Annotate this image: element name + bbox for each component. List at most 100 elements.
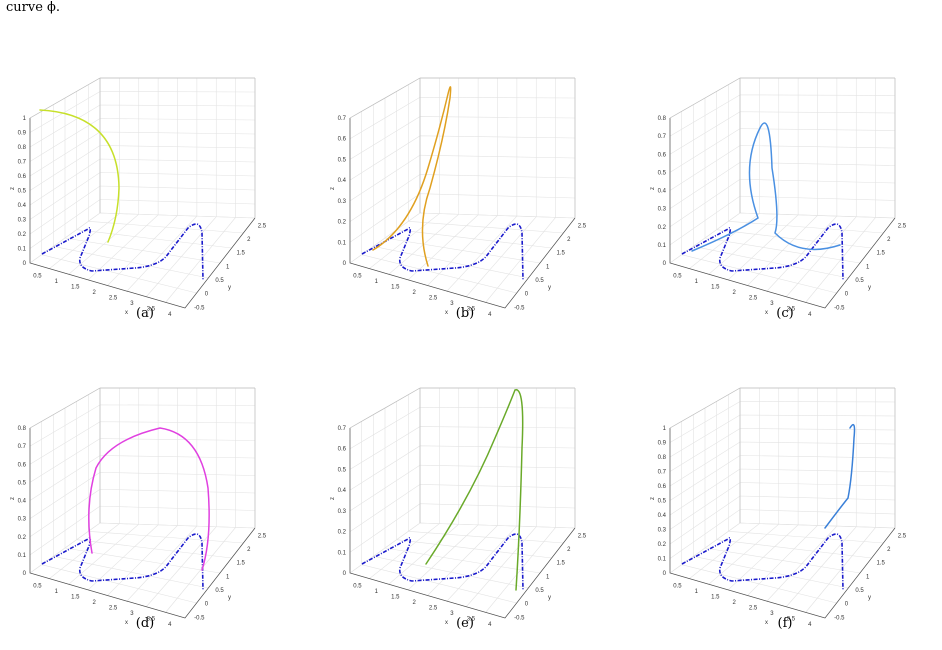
y-tick-label: 2 <box>247 237 251 243</box>
x-tick-label: 3 <box>770 301 774 307</box>
x-tick-label: 0.5 <box>33 274 42 280</box>
z-tick-label: 0 <box>343 571 347 577</box>
x-tick-label: 1.5 <box>71 285 80 291</box>
y-axis-label: y <box>868 285 871 291</box>
plot-svg: 00.10.20.30.40.50.60.70.80.91z0.511.522.… <box>10 77 267 318</box>
z-tick-label: 0.2 <box>338 530 347 536</box>
y-tick-label: 0.5 <box>855 278 864 284</box>
z-tick-label: 0.7 <box>18 160 27 166</box>
x-tick-label: 1 <box>55 279 59 285</box>
subfigure-label: (e) <box>456 616 474 631</box>
y-axis-label: y <box>548 285 551 291</box>
z-tick-label: 0.6 <box>18 174 27 180</box>
y-tick-label: 1 <box>546 574 550 580</box>
base-curve <box>361 223 524 281</box>
subfigure-b: 0 0.1 0.2 0.3 0.4 0.5 0.6 0.7 z 0.5 1 1.5 2 2.5 3 3.5 4 x… <box>320 18 630 340</box>
x-axis-label: x <box>445 310 448 316</box>
z-axis-label: z <box>650 187 656 190</box>
z-tick-label: 0.2 <box>338 220 347 226</box>
z-tick-label: 1 <box>663 426 667 432</box>
x-tick-label: 1 <box>695 279 699 285</box>
z-tick-label: 0.1 <box>658 243 667 249</box>
y-tick-label: 1.5 <box>877 251 886 257</box>
axes-box <box>669 387 896 619</box>
z-tick-label: 0.4 <box>658 513 667 519</box>
z-tick-label: 0.9 <box>18 131 27 137</box>
x-tick-label: 4 <box>488 622 492 628</box>
z-tick-label: 0.2 <box>658 542 667 548</box>
subfigure-c: 0 0.1 0.2 0.3 0.4 0.5 0.6 0.7 0.8 z 0.5 1 1.5 2 2.5 3 3.… <box>640 18 942 340</box>
y-tick-label: 0 <box>845 292 849 298</box>
y-tick-label: 0.5 <box>215 588 224 594</box>
axes-box <box>29 77 256 309</box>
axes-box <box>349 77 576 309</box>
x-tick-label: 1 <box>375 589 379 595</box>
y-tick-label: 0.5 <box>535 588 544 594</box>
z-tick-label: 0.1 <box>18 247 27 253</box>
y-axis-label: y <box>868 595 871 601</box>
y-tick-label: 0.5 <box>855 588 864 594</box>
x-axis-label: x <box>125 310 128 316</box>
z-tick-label: 0.3 <box>658 528 667 534</box>
y-tick-label: 0.5 <box>535 278 544 284</box>
x-tick-label: 2.5 <box>429 296 438 302</box>
y-tick-label: 2 <box>567 547 571 553</box>
solution-curve <box>691 122 841 252</box>
x-tick-label: 3 <box>770 611 774 617</box>
x-tick-label: 1.5 <box>71 595 80 601</box>
y-tick-label: 1.5 <box>237 251 246 257</box>
y-tick-label: 2 <box>887 547 891 553</box>
x-tick-label: 0.5 <box>353 274 362 280</box>
y-tick-label: 2.5 <box>258 223 267 229</box>
z-tick-label: 0.8 <box>658 455 667 461</box>
x-tick-label: 0.5 <box>673 274 682 280</box>
y-tick-label: 2.5 <box>258 533 267 539</box>
y-tick-label: 1 <box>866 574 870 580</box>
x-tick-label: 3.5 <box>467 617 476 623</box>
y-tick-label: 0 <box>205 292 209 298</box>
z-tick-label: 0.4 <box>18 203 27 209</box>
z-tick-label: 0.2 <box>658 225 667 231</box>
z-tick-label: 0.3 <box>338 199 347 205</box>
z-axis-label: z <box>10 187 16 190</box>
x-tick-label: 2 <box>732 600 736 606</box>
z-tick-label: 0.5 <box>338 467 347 473</box>
z-tick-label: 0.7 <box>658 134 667 140</box>
plot-svg: 00.10.20.30.40.50.60.70.80.91z0.511.522.… <box>650 387 907 628</box>
z-tick-label: 0.1 <box>338 550 347 556</box>
y-tick-label: 1 <box>866 264 870 270</box>
z-tick-label: 0.6 <box>18 462 27 468</box>
x-axis-label: x <box>125 620 128 626</box>
z-axis-label: z <box>330 187 336 190</box>
z-tick-label: 0.3 <box>18 517 27 523</box>
y-tick-label: -0.5 <box>514 615 525 621</box>
z-tick-label: 0.1 <box>658 557 667 563</box>
z-tick-label: 0.8 <box>18 145 27 151</box>
x-tick-label: 4 <box>168 622 172 628</box>
x-tick-label: 4 <box>808 622 812 628</box>
subfigure-label: (d) <box>135 616 155 631</box>
x-tick-label: 2 <box>92 290 96 296</box>
y-tick-label: 0 <box>205 602 209 608</box>
y-tick-label: 2.5 <box>898 223 907 229</box>
x-tick-label: 2 <box>732 290 736 296</box>
y-tick-label: -0.5 <box>514 305 525 311</box>
z-tick-label: 0.2 <box>18 535 27 541</box>
y-tick-label: 1 <box>226 574 230 580</box>
z-tick-label: 0.5 <box>658 499 667 505</box>
x-tick-label: 3.5 <box>147 307 156 313</box>
y-axis-label: y <box>228 285 231 291</box>
z-tick-label: 0 <box>663 571 667 577</box>
y-axis-label: y <box>228 595 231 601</box>
caption-fragment: curve ϕ. <box>6 0 61 15</box>
y-tick-label: 0 <box>525 602 529 608</box>
z-tick-label: 0 <box>23 261 27 267</box>
x-tick-label: 3 <box>130 611 134 617</box>
z-axis-label: z <box>330 497 336 500</box>
x-tick-label: 3 <box>130 301 134 307</box>
x-axis-label: x <box>765 310 768 316</box>
solution-curve <box>425 389 524 591</box>
z-tick-label: 0 <box>343 261 347 267</box>
x-tick-label: 2.5 <box>749 606 758 612</box>
z-tick-label: 0.8 <box>658 116 667 122</box>
